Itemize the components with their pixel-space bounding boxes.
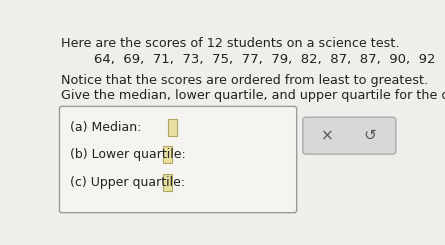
FancyBboxPatch shape [303,117,396,154]
Text: (c) Upper quartile:: (c) Upper quartile: [69,176,185,189]
Text: (b) Lower quartile:: (b) Lower quartile: [69,148,185,161]
FancyBboxPatch shape [168,119,177,136]
FancyBboxPatch shape [60,106,297,213]
Text: ↺: ↺ [363,128,376,143]
Text: (a) Median:: (a) Median: [69,121,141,134]
Text: Give the median, lower quartile, and upper quartile for the data set.: Give the median, lower quartile, and upp… [61,89,445,102]
Text: Notice that the scores are ordered from least to greatest.: Notice that the scores are ordered from … [61,74,428,87]
FancyBboxPatch shape [162,147,172,163]
Text: 64,  69,  71,  73,  75,  77,  79,  82,  87,  87,  90,  92: 64, 69, 71, 73, 75, 77, 79, 82, 87, 87, … [94,52,436,65]
Text: Here are the scores of 12 students on a science test.: Here are the scores of 12 students on a … [61,37,400,50]
FancyBboxPatch shape [162,174,172,191]
Text: ×: × [320,128,333,143]
